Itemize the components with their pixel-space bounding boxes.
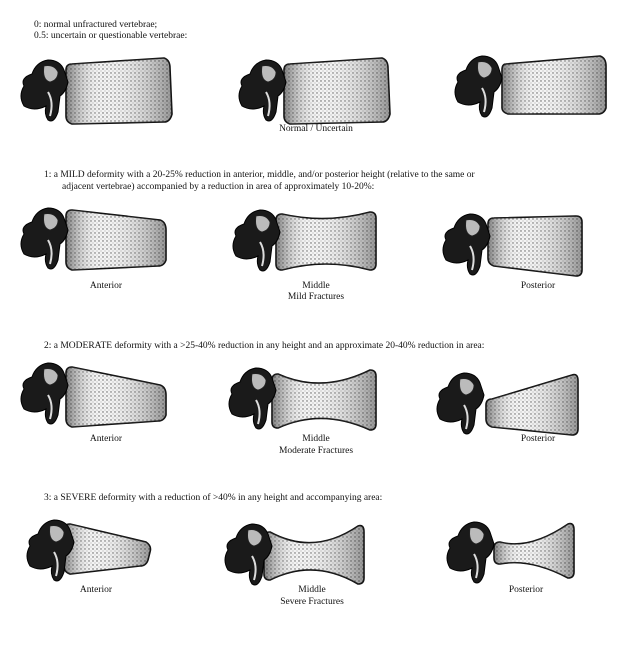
grade-0-5-definition: 0.5: uncertain or questionable vertebrae…	[34, 31, 188, 41]
vertebra-moderate-middle	[222, 360, 390, 440]
vertebra-severe-posterior	[440, 514, 608, 594]
caption-moderate-middle: Middle	[302, 434, 330, 444]
caption-severe-fractures: Severe Fractures	[280, 597, 344, 607]
vertebra-severe-anterior	[20, 512, 188, 592]
vertebra-mild-anterior	[14, 200, 182, 280]
caption-severe-posterior: Posterior	[508, 585, 544, 595]
vertebra-normal-center	[232, 52, 400, 132]
vertebra-mild-middle	[226, 202, 394, 282]
vertebra-normal-left	[14, 52, 182, 132]
caption-normal-uncertain: Normal / Uncertain	[279, 124, 353, 134]
vertebra-severe-middle	[218, 516, 386, 596]
vertebra-moderate-anterior	[14, 355, 182, 435]
vertebra-moderate-posterior	[430, 365, 598, 445]
caption-mild-anterior: Anterior	[89, 281, 123, 291]
caption-severe-anterior: Anterior	[79, 585, 113, 595]
vertebra-mild-posterior	[436, 206, 604, 286]
grade-3-definition: 3: a SEVERE deformity with a reduction o…	[44, 493, 383, 503]
caption-moderate-posterior: Posterior	[520, 434, 556, 444]
caption-mild-middle: Middle	[302, 281, 330, 291]
grade-1-definition: 1: a MILD deformity with a 20-25% reduct…	[44, 170, 475, 180]
grade-2-definition: 2: a MODERATE deformity with a >25-40% r…	[44, 341, 485, 351]
grade-1-definition-cont: adjacent vertebrae) accompanied by a red…	[62, 182, 375, 192]
vertebra-uncertain-right	[448, 48, 616, 128]
caption-mild-fractures: Mild Fractures	[287, 292, 345, 302]
caption-severe-middle: Middle	[298, 585, 326, 595]
grade-0-definition: 0: normal unfractured vertebrae;	[34, 20, 158, 30]
caption-mild-posterior: Posterior	[520, 281, 556, 291]
caption-moderate-fractures: Moderate Fractures	[278, 446, 354, 456]
caption-moderate-anterior: Anterior	[89, 434, 123, 444]
